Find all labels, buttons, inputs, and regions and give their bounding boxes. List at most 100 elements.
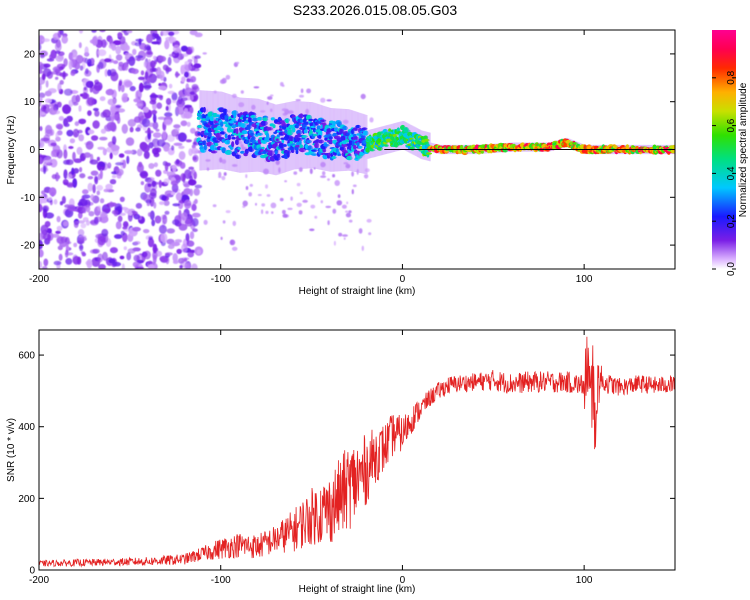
spectrogram-ridge-cell — [361, 127, 368, 131]
spectrogram-cell — [325, 205, 332, 209]
colorbar-gradient — [712, 30, 736, 269]
spectrogram-cell — [136, 148, 143, 157]
spectrogram-cell — [147, 122, 156, 128]
spectrogram-cell — [78, 118, 87, 125]
spectrogram-cell — [322, 171, 326, 176]
spectrogram-cell — [206, 167, 210, 171]
spectrogram-cell — [65, 159, 74, 166]
spectrogram-cell — [55, 55, 64, 62]
spectrogram-ridge-cell — [353, 144, 357, 150]
spectrogram-ridge-cell — [256, 116, 264, 121]
spectrogram-ridge-cell — [311, 149, 318, 152]
spectrogram-ridge-cell — [376, 146, 383, 151]
spectrogram-ridge-cell — [282, 144, 288, 147]
spectrogram-cell — [115, 104, 122, 109]
spectrogram-cell — [168, 53, 175, 57]
spectrogram-cell — [166, 171, 176, 178]
spectrogram-cell — [50, 71, 59, 75]
spectrogram-cell — [73, 168, 79, 174]
spectrogram-cell — [343, 162, 349, 165]
spectrogram-cell — [39, 83, 42, 91]
spectrogram-ridge-cell — [231, 117, 236, 122]
spectrogram-cell — [115, 162, 124, 166]
spectrogram-cell — [222, 220, 226, 224]
spectrogram-cell — [152, 147, 159, 155]
spectrogram-cell — [40, 194, 49, 200]
spectrogram-cell — [39, 157, 43, 164]
spectrogram-cell — [53, 260, 62, 266]
spectrogram-cell — [172, 260, 179, 264]
spectrogram-cell — [132, 226, 141, 232]
spectrogram-halo — [203, 90, 206, 171]
spectrogram-cell — [131, 68, 139, 75]
spectrogram-ridge-cell — [309, 130, 314, 135]
spectrogram-cell — [124, 52, 131, 57]
spectrogram-cell — [98, 161, 106, 167]
spectrogram-cell — [122, 221, 129, 228]
spectrogram-cell — [77, 229, 85, 237]
spectrogram-cell — [180, 120, 188, 127]
spectrogram-cell — [191, 147, 199, 155]
spectrogram-cell — [320, 200, 323, 204]
spectrogram-cell — [167, 90, 175, 95]
spectrogram-cell — [282, 213, 288, 218]
spectrogram-cell — [49, 187, 57, 197]
spectrogram-cell — [147, 127, 151, 134]
spectrogram-cell — [183, 188, 192, 195]
spectrogram-cell — [187, 179, 197, 186]
spectrogram-cell — [126, 59, 130, 65]
spectrogram-cell — [300, 88, 304, 94]
spectrogram-cell — [68, 52, 74, 61]
spectrogram-cell — [161, 195, 167, 202]
spectrogram-cell — [148, 264, 155, 269]
spectrogram-halo — [262, 100, 265, 173]
spectrogram-cell — [97, 235, 106, 246]
snr-plot-area — [39, 330, 675, 570]
spectrogram-halo — [291, 101, 294, 170]
spectrogram-cell — [152, 55, 157, 60]
spectrogram-cell — [174, 239, 182, 243]
spectrogram-cell — [232, 93, 237, 99]
spectrogram-cell — [57, 82, 62, 92]
spectrogram-cell — [295, 99, 301, 102]
spectrogram-cell — [152, 132, 162, 139]
spectrogram-cell — [183, 199, 192, 209]
spectrogram-cell — [191, 217, 199, 227]
spectrogram-ridge-cell — [352, 136, 359, 141]
spectrogram-halo — [290, 101, 293, 171]
spectrogram-cell — [249, 183, 253, 187]
spectrogram-cell — [280, 82, 284, 87]
spectrogram-cell — [81, 252, 87, 257]
spectrogram-cell — [164, 190, 174, 197]
spectrogram-ridge-cell — [352, 127, 360, 131]
spectrogram-cell — [284, 180, 287, 183]
spectrogram-cell — [306, 88, 312, 94]
spectrogram-cell — [108, 43, 116, 49]
spectrogram-cell — [171, 145, 175, 151]
spectrogram-cell — [163, 200, 170, 207]
spectrogram-cell — [184, 219, 194, 227]
spectrogram-cell — [139, 141, 148, 151]
spectrogram-cell — [107, 98, 116, 106]
spectrogram-cell — [185, 48, 193, 55]
spectrogram-cell — [75, 54, 84, 64]
spectrogram-cell — [343, 237, 346, 240]
spectrogram-cell — [122, 159, 127, 169]
spectrogram-cell — [66, 173, 73, 180]
spectrogram-cell — [118, 64, 124, 71]
spectrogram-cell — [47, 104, 55, 108]
colorbar: 0.0 0.2 0.4 0.6 0.8 Normalized spectral ampl… — [712, 30, 749, 276]
spectrogram-cell — [39, 109, 42, 118]
spectrogram-ridge-cell — [333, 127, 339, 132]
spectrogram-cell — [336, 200, 343, 206]
spectrogram-ridge-cell — [262, 117, 269, 122]
spectrogram-cell — [191, 144, 196, 149]
spectrogram-ridge-cell — [226, 139, 231, 145]
colorbar-label: Normalized spectral amplitude — [738, 82, 749, 217]
spectrogram-cell — [84, 46, 89, 56]
spectrogram-cell — [92, 36, 98, 46]
spectrogram-cell — [51, 233, 60, 238]
spectrogram-cell — [346, 201, 349, 205]
spectrogram-cell — [85, 80, 94, 88]
